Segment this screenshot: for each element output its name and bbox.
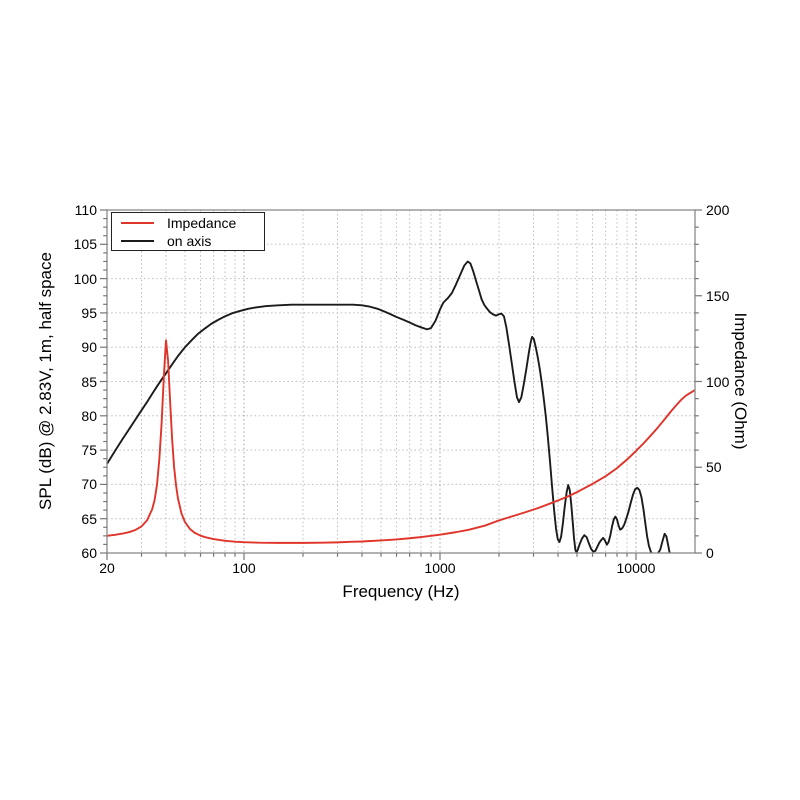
y-left-tick-70: 70	[81, 476, 97, 493]
axes	[100, 209, 702, 560]
y-right-tick-0: 0	[706, 545, 714, 561]
y-left-tick-75: 75	[81, 442, 97, 459]
y-right-tick-100: 100	[706, 373, 730, 390]
y-left-tick-105: 105	[73, 236, 97, 253]
legend-label-on-axis: on axis	[167, 232, 212, 249]
y-axis-label-right: Impedance (Ohm)	[731, 312, 750, 450]
y-axis-label-left: SPL (dB) @ 2.83V, 1m, half space	[36, 252, 55, 510]
on-axis-line-swatch	[121, 239, 154, 242]
on-axis-curve	[106, 260, 671, 553]
gridlines	[107, 210, 695, 553]
x-axis-label: Frequency (Hz)	[342, 582, 460, 601]
impedance-line-swatch	[121, 221, 154, 224]
y-right-tick-150: 150	[706, 287, 730, 304]
y-left-tick-60: 60	[81, 545, 97, 561]
y-left-tick-65: 65	[81, 510, 97, 527]
x-tick-1000: 1000	[424, 560, 456, 576]
y-left-tick-85: 85	[81, 373, 97, 390]
legend-label-impedance: Impedance	[167, 214, 237, 231]
impedance-curve	[106, 339, 696, 544]
x-tick-100: 100	[232, 560, 256, 576]
y-right-tick-50: 50	[706, 459, 722, 476]
legend: Impedance on axis	[111, 212, 265, 251]
y-left-tick-90: 90	[81, 339, 97, 356]
y-left-tick-110: 110	[74, 202, 97, 218]
y-right-tick-200: 200	[706, 202, 730, 218]
x-tick-20: 20	[99, 560, 115, 576]
legend-entry-on-axis: on axis	[112, 232, 264, 249]
x-tick-10000: 10000	[616, 560, 656, 576]
y-left-tick-95: 95	[81, 304, 97, 321]
y-left-tick-80: 80	[81, 407, 97, 424]
legend-entry-impedance: Impedance	[112, 214, 264, 231]
y-left-tick-100: 100	[73, 270, 97, 287]
